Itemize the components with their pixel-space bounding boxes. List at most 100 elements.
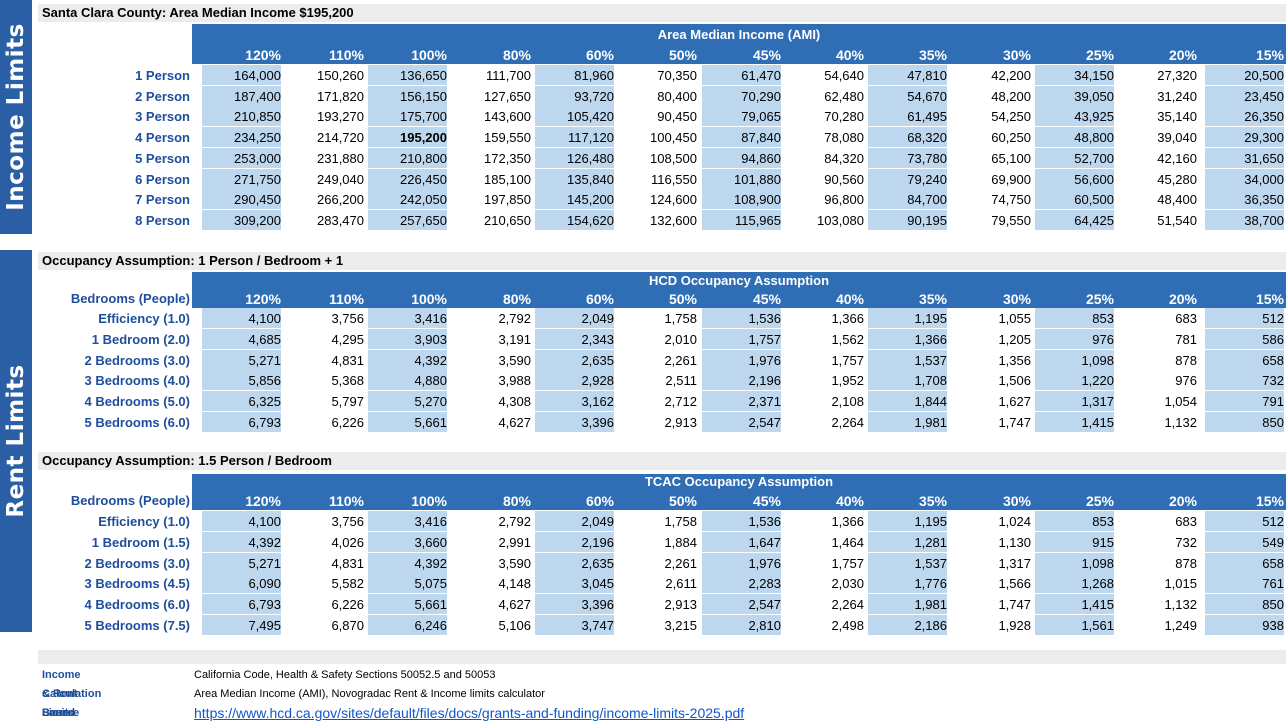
table-cell: 1,536 <box>702 308 781 328</box>
table-cell: 2,264 <box>831 415 864 430</box>
table-cell: 39,040 <box>1157 130 1197 146</box>
row-label: 4 Bedrooms (5.0) <box>84 394 190 410</box>
table-cell: 732 <box>1205 370 1284 391</box>
column-header: 45% <box>752 47 781 63</box>
row-label: 3 Bedrooms (4.0) <box>84 373 190 389</box>
table-cell: 1,054 <box>1164 394 1197 410</box>
table-cell: 210,650 <box>484 212 531 228</box>
table-cell: 4,100 <box>202 308 281 328</box>
table-cell: 2,547 <box>702 412 781 432</box>
table-cell: 5,271 <box>202 349 281 370</box>
column-header: 30% <box>1002 291 1031 307</box>
table-cell: 159,550 <box>484 130 531 146</box>
table-cell: 2,792 <box>498 514 531 529</box>
table-cell: 5,106 <box>498 618 531 633</box>
table-cell: 105,420 <box>535 106 614 127</box>
table-cell: 283,470 <box>317 212 364 228</box>
table-cell: 61,470 <box>702 65 781 85</box>
table-cell: 2,196 <box>535 531 614 552</box>
table-cell: 1,758 <box>664 311 697 326</box>
table-cell: 4,392 <box>368 552 447 573</box>
footer-value: Area Median Income (AMI), Novogradac Ren… <box>194 688 545 700</box>
table-cell: 1,268 <box>1035 573 1114 594</box>
table-row: 6 Person 271,750 249,040 226,450 185,100 135,… <box>38 168 1286 190</box>
table-cell: 1,757 <box>831 352 864 368</box>
footer-divider-bar <box>38 650 1286 664</box>
table-cell: 512 <box>1205 511 1284 531</box>
row-label: 6 Person <box>135 171 190 187</box>
table-cell: 878 <box>1175 555 1197 571</box>
table-cell: 549 <box>1205 531 1284 552</box>
table-cell: 210,800 <box>368 147 447 168</box>
table-cell: 1,098 <box>1035 552 1114 573</box>
source-link[interactable]: https://www.hcd.ca.gov/sites/default/fil… <box>194 705 745 721</box>
table-cell: 1,464 <box>831 534 864 550</box>
hcd-section-title: Occupancy Assumption: 1 Person / Bedroom… <box>38 252 1286 270</box>
table-cell: 64,425 <box>1035 209 1114 230</box>
table-cell: 35,140 <box>1157 109 1197 125</box>
table-cell: 3,416 <box>368 511 447 531</box>
header-background <box>192 288 1286 308</box>
table-cell: 1,757 <box>702 328 781 349</box>
table-cell: 658 <box>1205 552 1284 573</box>
table-cell: 135,840 <box>535 168 614 189</box>
table-cell: 512 <box>1205 308 1284 328</box>
table-cell: 1,366 <box>831 514 864 529</box>
table-cell: 2,913 <box>664 597 697 613</box>
column-header: 35% <box>918 291 947 307</box>
table-row: Efficiency (1.0) 4,100 3,756 3,416 2,792 2,04… <box>38 511 1286 532</box>
table-cell: 2,371 <box>702 391 781 412</box>
table-cell: 732 <box>1175 534 1197 550</box>
table-cell: 70,290 <box>702 85 781 106</box>
table-cell: 1,562 <box>831 331 864 347</box>
table-cell: 103,080 <box>817 212 864 228</box>
table-cell: 231,880 <box>317 150 364 166</box>
table-cell: 87,840 <box>702 127 781 148</box>
column-header: 120% <box>245 291 281 307</box>
income-column-header-row: 120% 110% 100% 80% 60% 50% 45% 40% 35% 30% 25% 20% 1… <box>38 44 1286 64</box>
table-cell: 42,160 <box>1157 150 1197 166</box>
table-cell: 108,900 <box>702 189 781 210</box>
column-header: 120% <box>245 493 281 509</box>
row-header-label: Bedrooms (People) <box>70 291 190 306</box>
table-cell: 5,270 <box>368 391 447 412</box>
table-cell: 2,712 <box>664 394 697 410</box>
hcd-rent-table: HCD Occupancy Assumption Bedrooms (Peopl… <box>38 272 1286 432</box>
table-cell: 1,098 <box>1035 349 1114 370</box>
row-label: 1 Bedroom (2.0) <box>91 331 190 347</box>
table-cell: 6,226 <box>331 597 364 613</box>
table-cell: 81,960 <box>535 65 614 85</box>
table-cell: 2,810 <box>702 615 781 635</box>
row-label: 2 Person <box>135 88 190 104</box>
table-cell: 54,640 <box>824 68 864 83</box>
table-cell: 4,392 <box>368 349 447 370</box>
tcac-rent-table: TCAC Occupancy Assumption Bedrooms (Peop… <box>38 474 1286 635</box>
table-cell: 683 <box>1175 311 1197 326</box>
table-cell: 271,750 <box>202 168 281 189</box>
table-cell: 1,506 <box>998 373 1031 389</box>
table-cell: 2,283 <box>702 573 781 594</box>
row-label: 1 Bedroom (1.5) <box>91 534 190 550</box>
table-row: 4 Person 234,250 214,720 195,200 159,550 117,… <box>38 127 1286 148</box>
row-label: 5 Bedrooms (6.0) <box>84 415 190 430</box>
table-cell: 136,650 <box>368 65 447 85</box>
table-cell: 2,343 <box>535 328 614 349</box>
table-cell: 1,981 <box>868 594 947 615</box>
table-cell: 61,495 <box>868 106 947 127</box>
table-cell: 79,240 <box>868 168 947 189</box>
table-cell: 1,757 <box>831 555 864 571</box>
hcd-column-header-row: Bedrooms (People) 120% 110% 100% 80% 60% 50% 45… <box>38 288 1286 308</box>
table-row: 4 Bedrooms (5.0) 6,325 5,797 5,270 4,308 3,16… <box>38 391 1286 412</box>
table-cell: 3,191 <box>498 331 531 347</box>
table-cell: 266,200 <box>317 192 364 208</box>
table-cell: 101,880 <box>702 168 781 189</box>
table-cell: 2,547 <box>702 594 781 615</box>
table-cell: 1,561 <box>1035 615 1114 635</box>
table-cell: 31,650 <box>1205 147 1284 168</box>
table-cell: 3,396 <box>535 412 614 432</box>
table-row: 1 Bedroom (2.0) 4,685 4,295 3,903 3,191 2,343… <box>38 328 1286 350</box>
table-cell: 1,055 <box>998 311 1031 326</box>
table-cell: 253,000 <box>202 147 281 168</box>
table-cell: 115,965 <box>702 209 781 230</box>
table-cell: 6,246 <box>368 615 447 635</box>
